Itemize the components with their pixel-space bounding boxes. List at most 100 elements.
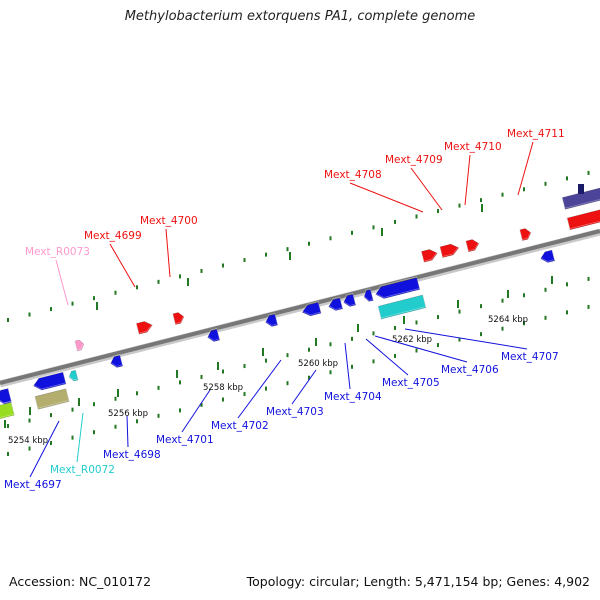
- rna-label: Mext_R0072: [50, 464, 115, 476]
- forward-gene-arrow: [135, 320, 153, 335]
- other-feature-block: [561, 185, 600, 210]
- track-dot: [458, 203, 461, 208]
- track-dot: [7, 317, 9, 322]
- gene-label: Mext_4710: [444, 141, 502, 153]
- track-dot: [157, 413, 160, 418]
- gene-label: Mext_4706: [441, 364, 499, 376]
- tick-label: 5260 kbp: [298, 359, 338, 369]
- track-dot: [243, 392, 246, 397]
- track-dot: [157, 385, 160, 390]
- track-dot: [501, 326, 504, 331]
- track-dot: [372, 331, 375, 336]
- map-title: Methylobacterium extorquens PA1, complet…: [124, 9, 476, 24]
- track-dot: [544, 315, 547, 320]
- reverse-gene-arrow: [327, 296, 344, 311]
- track-dot: [222, 369, 224, 374]
- track-dot: [71, 435, 74, 440]
- track-dot: [136, 419, 138, 424]
- reverse-gene-arrow: [363, 288, 374, 302]
- forward-gene-arrow: [465, 238, 480, 253]
- gene-label: Mext_4700: [140, 215, 198, 227]
- track-dot: [394, 219, 396, 224]
- forward-rna-arrow: [74, 338, 85, 352]
- track-dot: [286, 381, 289, 386]
- track-dot: [566, 282, 568, 287]
- track-dot: [458, 337, 461, 342]
- genome-axis: [0, 228, 600, 388]
- leader-line: [410, 167, 443, 211]
- track-dot: [50, 307, 52, 312]
- track-dot: [308, 375, 310, 380]
- track-dot: [200, 402, 203, 407]
- leader-line: [165, 228, 171, 278]
- tick-label: 5264 kbp: [488, 315, 528, 325]
- track-dot: [480, 198, 482, 203]
- leader-line: [109, 243, 136, 288]
- track-dot: [93, 402, 95, 407]
- track-dot: [114, 424, 117, 429]
- leader-line: [404, 328, 528, 350]
- track-dot: [566, 176, 568, 181]
- track-dot: [480, 304, 482, 309]
- label-leaders: [29, 141, 534, 478]
- reverse-gene-arrow: [374, 276, 421, 299]
- track-dot: [415, 214, 418, 219]
- track-dot: [286, 247, 289, 252]
- track-dot: [93, 430, 95, 435]
- track-dot: [114, 290, 117, 295]
- track-dot: [28, 418, 31, 423]
- leader-line: [517, 141, 534, 196]
- leader-line: [291, 369, 317, 405]
- track-dot: [523, 293, 525, 298]
- accession-text: Accession: NC_010172: [9, 574, 152, 589]
- track-dot: [437, 343, 439, 348]
- track-dot: [437, 209, 439, 214]
- rna-label: Mext_R0073: [25, 246, 90, 258]
- track-dot: [114, 396, 117, 401]
- gene-label: Mext_4701: [156, 434, 214, 446]
- track-dot: [200, 374, 203, 379]
- leader-line: [374, 335, 468, 363]
- misc-feature-block: [0, 401, 15, 420]
- gene-label: Mext_4705: [382, 377, 440, 389]
- track-dot: [179, 408, 181, 413]
- track-dot: [28, 312, 31, 317]
- gene-label: Mext_4707: [501, 351, 559, 363]
- leader-line: [344, 342, 351, 390]
- track-dot: [243, 258, 246, 263]
- gene-label: Mext_4708: [324, 169, 382, 181]
- track-dot: [329, 370, 332, 375]
- track-dot: [415, 348, 418, 353]
- track-dot: [222, 397, 224, 402]
- gene-labels: Mext_4699Mext_4700Mext_4708Mext_4709Mext…: [4, 128, 565, 491]
- track-dot: [71, 407, 74, 412]
- tick-label: 5258 kbp: [203, 383, 243, 393]
- tick-label: 5262 kbp: [392, 335, 432, 345]
- track-dot: [265, 358, 267, 363]
- track-dot: [308, 241, 310, 246]
- reverse-gene-arrow: [301, 301, 322, 317]
- leader-line: [55, 259, 69, 306]
- reverse-gene-arrow: [109, 353, 124, 368]
- track-dot: [265, 252, 267, 257]
- track-dot: [587, 304, 590, 309]
- track-dot: [394, 353, 396, 358]
- track-dot: [437, 315, 439, 320]
- leader-line: [349, 182, 424, 213]
- track-dot: [480, 332, 482, 337]
- forward-gene-arrow: [172, 311, 185, 325]
- track-dot: [179, 274, 181, 279]
- gene-label: Mext_4699: [84, 230, 142, 242]
- reverse-gene-arrow: [0, 387, 12, 405]
- gene-label: Mext_4698: [103, 449, 161, 461]
- gene-label: Mext_4709: [385, 154, 443, 166]
- track-dot: [415, 320, 418, 325]
- leader-line: [29, 420, 60, 478]
- track-dot: [329, 236, 332, 241]
- feature-marker: [578, 184, 584, 194]
- gene-label: Mext_4702: [211, 420, 269, 432]
- track-dot: [200, 268, 203, 273]
- track-dot: [28, 446, 31, 451]
- track-dot: [7, 423, 9, 428]
- track-dot: [351, 230, 353, 235]
